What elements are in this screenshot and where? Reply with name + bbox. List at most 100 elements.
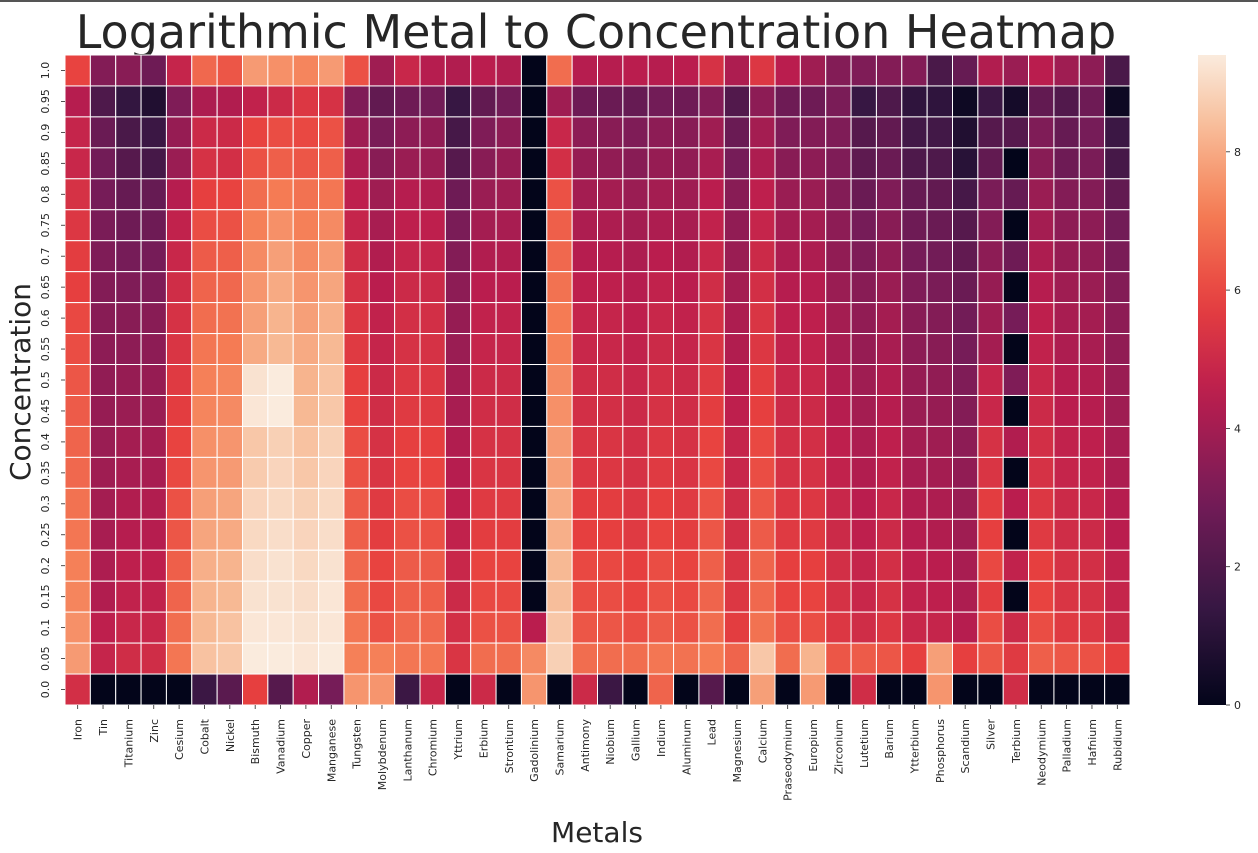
heatmap-cell bbox=[850, 302, 877, 335]
heatmap-cell bbox=[1002, 54, 1030, 87]
heatmap-cell bbox=[622, 240, 649, 273]
heatmap-cell bbox=[1078, 271, 1106, 304]
colorbar-tick-label: 6 bbox=[1234, 284, 1241, 297]
heatmap-cell bbox=[622, 425, 649, 458]
heatmap-cell bbox=[1078, 487, 1106, 520]
heatmap-cell bbox=[698, 333, 725, 366]
heatmap-cell bbox=[977, 456, 1004, 489]
heatmap-cell bbox=[64, 271, 91, 304]
heatmap-cell bbox=[1053, 456, 1080, 489]
heatmap-cell bbox=[165, 425, 193, 458]
heatmap-cell bbox=[723, 394, 751, 427]
heatmap-cell bbox=[368, 271, 396, 304]
heatmap-cell bbox=[571, 611, 599, 644]
heatmap-cell bbox=[546, 209, 573, 242]
heatmap-cell bbox=[495, 425, 522, 458]
heatmap-cell bbox=[825, 147, 852, 180]
x-tick-label: Tin bbox=[97, 719, 110, 736]
heatmap-cell bbox=[1104, 271, 1131, 304]
heatmap-cell bbox=[597, 580, 624, 613]
heatmap-cell bbox=[191, 425, 218, 458]
heatmap-cell bbox=[774, 673, 801, 706]
heatmap-cell bbox=[647, 642, 675, 675]
heatmap-cell bbox=[242, 147, 269, 180]
heatmap-cell bbox=[444, 271, 472, 304]
heatmap-cell bbox=[1078, 456, 1106, 489]
colorbar-tick-label: 8 bbox=[1234, 146, 1241, 159]
heatmap-cell bbox=[419, 85, 446, 118]
heatmap-cell bbox=[850, 580, 877, 613]
heatmap-cell bbox=[520, 611, 548, 644]
heatmap-cell bbox=[1078, 518, 1106, 551]
heatmap-cell bbox=[368, 425, 396, 458]
heatmap-cell bbox=[191, 302, 218, 335]
heatmap-cell bbox=[242, 333, 269, 366]
heatmap-cell bbox=[470, 209, 497, 242]
heatmap-cell bbox=[825, 302, 852, 335]
heatmap-cell bbox=[1078, 673, 1106, 706]
heatmap-cell bbox=[140, 611, 167, 644]
heatmap-cell bbox=[875, 549, 903, 582]
heatmap-cell bbox=[774, 425, 801, 458]
heatmap-cell bbox=[318, 333, 345, 366]
x-tick-label: Iron bbox=[72, 719, 85, 740]
heatmap-cell bbox=[89, 487, 117, 520]
heatmap-cell bbox=[267, 116, 294, 149]
heatmap-cell bbox=[419, 487, 446, 520]
heatmap-cell bbox=[89, 85, 117, 118]
heatmap-cell bbox=[622, 611, 649, 644]
heatmap-cell bbox=[216, 549, 243, 582]
heatmap-cell bbox=[647, 611, 675, 644]
heatmap-cell bbox=[597, 333, 624, 366]
heatmap-cell bbox=[1104, 518, 1131, 551]
heatmap-cell bbox=[520, 54, 548, 87]
heatmap-cell bbox=[495, 302, 522, 335]
heatmap-cell bbox=[343, 611, 370, 644]
heatmap-cell bbox=[622, 333, 649, 366]
heatmap-cell bbox=[977, 302, 1004, 335]
heatmap-cell bbox=[394, 178, 421, 211]
heatmap-cell bbox=[470, 611, 497, 644]
heatmap-cell bbox=[115, 549, 142, 582]
heatmap-cell bbox=[64, 487, 91, 520]
heatmap-cell bbox=[1053, 487, 1080, 520]
heatmap-cell bbox=[242, 518, 269, 551]
heatmap-cell bbox=[470, 642, 497, 675]
heatmap-cell bbox=[495, 178, 522, 211]
heatmap-cell bbox=[140, 147, 167, 180]
heatmap-cell bbox=[952, 333, 979, 366]
heatmap-cell bbox=[115, 54, 142, 87]
heatmap-cell bbox=[799, 642, 827, 675]
heatmap-cell bbox=[723, 54, 751, 87]
heatmap-cell bbox=[267, 456, 294, 489]
heatmap-cell bbox=[749, 394, 776, 427]
heatmap-cell bbox=[875, 147, 903, 180]
heatmap-cell bbox=[520, 394, 548, 427]
heatmap-cell bbox=[1104, 425, 1131, 458]
heatmap-cell bbox=[520, 642, 548, 675]
heatmap-cell bbox=[1028, 85, 1055, 118]
heatmap-cell bbox=[343, 271, 370, 304]
x-tick-label: Strontium bbox=[503, 719, 516, 773]
heatmap-cell bbox=[267, 580, 294, 613]
heatmap-cell bbox=[216, 394, 243, 427]
x-tick-label: Hafnium bbox=[1086, 719, 1099, 766]
heatmap-cell bbox=[191, 147, 218, 180]
heatmap-cell bbox=[723, 178, 751, 211]
heatmap-cell bbox=[597, 178, 624, 211]
heatmap-cell bbox=[216, 271, 243, 304]
heatmap-cell bbox=[140, 580, 167, 613]
heatmap-cell bbox=[470, 178, 497, 211]
heatmap-cell bbox=[825, 456, 852, 489]
heatmap-cell bbox=[875, 456, 903, 489]
y-tick-label: 0.25 bbox=[39, 523, 52, 548]
heatmap-cell bbox=[647, 147, 675, 180]
heatmap-cell bbox=[647, 271, 675, 304]
heatmap-cell bbox=[622, 178, 649, 211]
heatmap-cell bbox=[571, 178, 599, 211]
heatmap-cell bbox=[622, 54, 649, 87]
heatmap-cell bbox=[825, 425, 852, 458]
x-tick-label: Scandium bbox=[959, 719, 972, 773]
heatmap-cell bbox=[1104, 611, 1131, 644]
heatmap-cell bbox=[520, 518, 548, 551]
